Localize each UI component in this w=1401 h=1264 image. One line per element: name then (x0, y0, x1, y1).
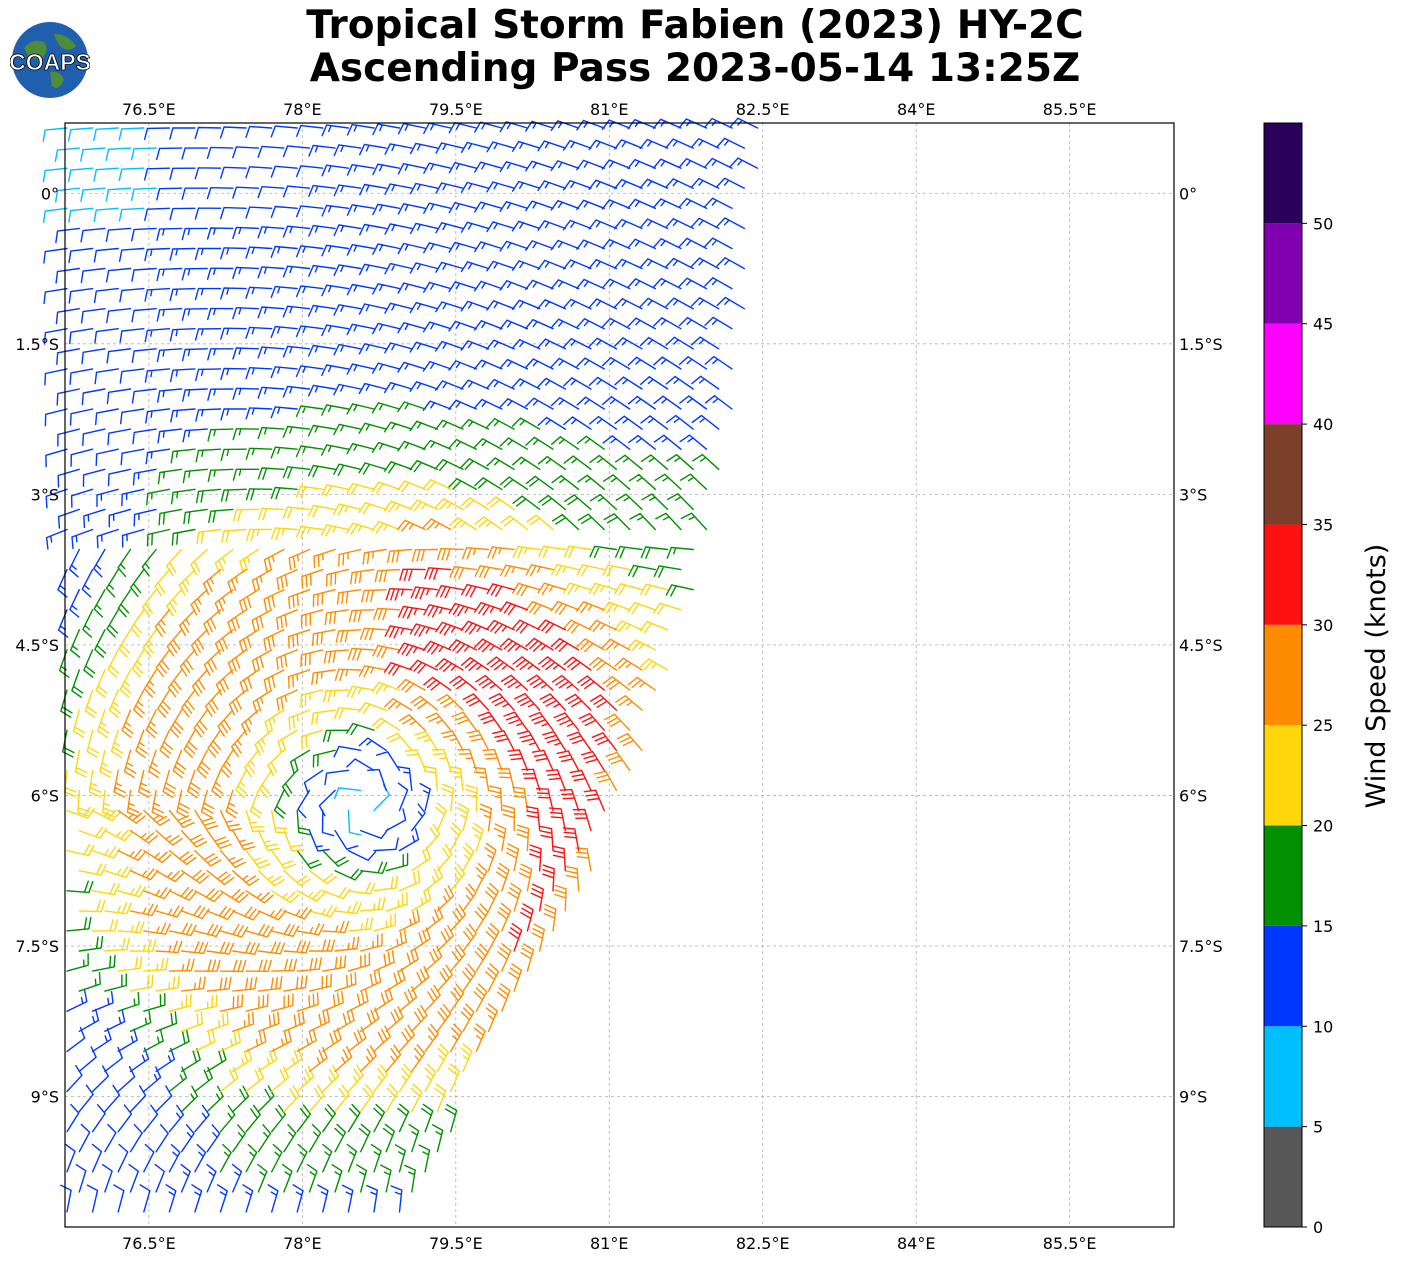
colorbar-segment (1264, 123, 1302, 224)
lon-tick-label-bottom: 76.5°E (122, 1234, 176, 1253)
lat-tick-label-left: 1.5°S (15, 335, 59, 354)
lon-tick-label-bottom: 79.5°E (429, 1234, 483, 1253)
lat-tick-label-right: 9°S (1179, 1088, 1207, 1107)
colorbar-segment (1264, 424, 1302, 525)
lat-tick-label-right: 3°S (1179, 485, 1207, 504)
colorbar-segment (1264, 725, 1302, 826)
lat-tick-label-left: 4.5°S (15, 636, 59, 655)
lon-tick-label-top: 79.5°E (429, 100, 483, 119)
title-line-1: Tropical Storm Fabien (2023) HY-2C (306, 3, 1084, 48)
lat-tick-label-right: 6°S (1179, 786, 1207, 805)
colorbar (1263, 122, 1303, 1228)
colorbar-segment (1264, 524, 1302, 625)
page-title: Tropical Storm Fabien (2023) HY-2C Ascen… (0, 4, 1390, 90)
colorbar-label: Wind Speed (knots) (1361, 544, 1392, 809)
lat-tick-label-left: 7.5°S (15, 937, 59, 956)
lon-tick-label-top: 84°E (897, 100, 935, 119)
lon-tick-label-top: 85.5°E (1043, 100, 1097, 119)
lon-tick-label-bottom: 82.5°E (736, 1234, 790, 1253)
colorbar-tick-label: 40 (1313, 415, 1333, 434)
lon-tick-label-top: 82.5°E (736, 100, 790, 119)
lat-tick-label-left: 3°S (31, 485, 59, 504)
colorbar-tick-label: 0 (1313, 1218, 1323, 1237)
lon-ticks-bottom: 76.5°E 78°E 79.5°E 81°E 82.5°E 84°E 85.5°E (122, 1234, 1096, 1253)
colorbar-frame (1263, 122, 1303, 1228)
lat-tick-label-right: 4.5°S (1179, 636, 1223, 655)
colorbar-segment (1264, 624, 1302, 726)
wind-barbs (42, 117, 759, 1213)
colorbar-tick-label: 5 (1313, 1118, 1323, 1137)
lat-tick-label-right: 7.5°S (1179, 937, 1223, 956)
colorbar-tick-label: 50 (1313, 214, 1333, 233)
logo-text: COAPS (10, 49, 90, 75)
lon-tick-label-top: 78°E (283, 100, 321, 119)
lat-tick-label-right: 1.5°S (1179, 335, 1223, 354)
wind-barb-group (383, 567, 618, 952)
colorbar-tick-label: 30 (1313, 616, 1333, 635)
wind-barb-group (43, 117, 759, 1213)
wind-barb-group (64, 479, 682, 1113)
lon-tick-label-top: 81°E (590, 100, 628, 119)
colorbar-segment (1264, 925, 1302, 1027)
lon-tick-label-bottom: 78°E (283, 1234, 321, 1253)
lat-tick-label-right: 0° (1179, 184, 1197, 203)
lat-tick-label-left: 0° (41, 184, 59, 203)
colorbar-tick-label: 20 (1313, 817, 1333, 836)
map-frame (64, 122, 1175, 1228)
colorbar-ticks: 0 5 10 15 20 25 30 35 40 45 50 (1302, 214, 1333, 1237)
colorbar-segment (1264, 223, 1302, 324)
wind-barb-group (113, 518, 656, 1073)
lon-tick-label-top: 76.5°E (122, 100, 176, 119)
colorbar-tick-label: 35 (1313, 515, 1333, 534)
colorbar-segment (1264, 1126, 1302, 1227)
colorbar-tick-label: 45 (1313, 315, 1333, 334)
lon-tick-label-bottom: 85.5°E (1043, 1234, 1097, 1253)
colorbar-tick-label: 10 (1313, 1017, 1333, 1036)
gridlines (65, 123, 1174, 1227)
title-line-2: Ascending Pass 2023-05-14 13:25Z (309, 46, 1081, 91)
lat-ticks-left: 0° 1.5°S 3°S 4.5°S 6°S 7.5°S 9°S (15, 184, 59, 1106)
colorbar-segment (1264, 323, 1302, 425)
lon-tick-label-bottom: 81°E (590, 1234, 628, 1253)
wind-barb-group (58, 401, 720, 1193)
colorbar-tick-label: 15 (1313, 917, 1333, 936)
lat-tick-label-left: 9°S (31, 1088, 59, 1107)
lon-tick-label-bottom: 84°E (897, 1234, 935, 1253)
lon-ticks-top: 76.5°E 78°E 79.5°E 81°E 82.5°E 84°E 85.5°E (122, 100, 1096, 119)
wind-barb-group (42, 127, 390, 836)
coaps-logo: COAPS (10, 22, 90, 98)
lat-ticks-right: 0° 1.5°S 3°S 4.5°S 6°S 7.5°S 9°S (1179, 184, 1223, 1106)
colorbar-segment (1264, 825, 1302, 926)
colorbar-segment (1264, 1026, 1302, 1127)
colorbar-tick-label: 25 (1313, 716, 1333, 735)
lat-tick-label-left: 6°S (31, 786, 59, 805)
